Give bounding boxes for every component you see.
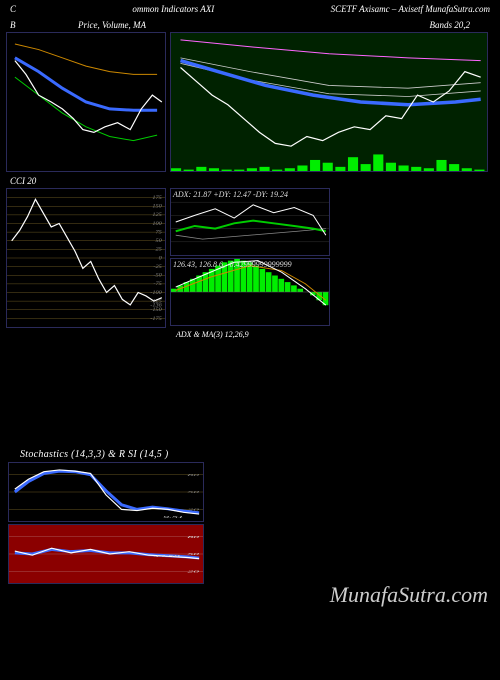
svg-text:50: 50 [187, 552, 200, 556]
chart-bollinger-small [6, 32, 166, 172]
header-mid: ommon Indicators AXI [132, 4, 214, 14]
header-left: C [10, 4, 16, 14]
mid-titles: CCI 20 [0, 172, 500, 188]
watermark: MunafaSutra.com [330, 582, 488, 608]
header-right: SCETF Axisamc – Axisetf MunafaSutra.com [331, 4, 490, 14]
title-bands: Bands 20,2 [248, 20, 490, 30]
chart-rsi: 80 50 20 44.50 [8, 524, 204, 584]
svg-text:-25: -25 [153, 264, 161, 270]
svg-text:175: 175 [152, 195, 162, 201]
svg-text:0: 0 [159, 256, 162, 262]
mid-grid: 1751501251007550250-25-50-75-100-125-136… [0, 188, 500, 328]
svg-text:125: 125 [152, 213, 162, 219]
adx-label: ADX: 21.87 +DY: 12.47 -DY: 19.24 [173, 190, 288, 199]
chart-adx: ADX: 21.87 +DY: 12.47 -DY: 19.24 [170, 188, 330, 256]
adx-title: ADX & MA(3) 12,26,9 [0, 328, 500, 339]
svg-text:-75: -75 [153, 282, 161, 288]
svg-text:9.51: 9.51 [163, 515, 183, 519]
svg-text:-50: -50 [153, 273, 161, 279]
svg-text:50: 50 [187, 490, 200, 494]
svg-text:100: 100 [152, 221, 162, 227]
svg-text:25: 25 [156, 247, 162, 253]
row1-titles: B Price, Volume, MA Bands 20,2 [0, 18, 500, 32]
stoch-title: Stochastics (14,3,3) & R SI (14,5 ) [0, 449, 500, 460]
chart-stochastics: 8050209.51 [8, 462, 204, 522]
macd-label: 126.43, 126.8 6, -0.42999999999999 [173, 260, 292, 269]
svg-text:75: 75 [156, 230, 162, 236]
chart-cci: 1751501251007550250-25-50-75-100-125-136… [6, 188, 166, 328]
title-b: B [10, 20, 28, 30]
svg-text:150: 150 [152, 204, 162, 210]
top-grid [0, 32, 500, 172]
chart-price-volume [170, 32, 488, 172]
title-price: Price, Volume, MA [28, 20, 248, 30]
svg-text:-150: -150 [150, 307, 162, 313]
svg-text:50: 50 [156, 238, 162, 244]
right-stack: ADX: 21.87 +DY: 12.47 -DY: 19.24 126.43,… [170, 188, 330, 328]
chart-macd: 126.43, 126.8 6, -0.42999999999999 [170, 258, 330, 326]
svg-text:80: 80 [187, 473, 200, 477]
page-header: C ommon Indicators AXI SCETF Axisamc – A… [0, 0, 500, 18]
title-cci: CCI 20 [10, 176, 180, 186]
svg-text:44.50: 44.50 [154, 554, 181, 558]
svg-text:20: 20 [187, 569, 200, 573]
svg-text:80: 80 [187, 535, 200, 539]
svg-text:-175: -175 [150, 316, 162, 322]
svg-text:-100: -100 [150, 290, 162, 296]
